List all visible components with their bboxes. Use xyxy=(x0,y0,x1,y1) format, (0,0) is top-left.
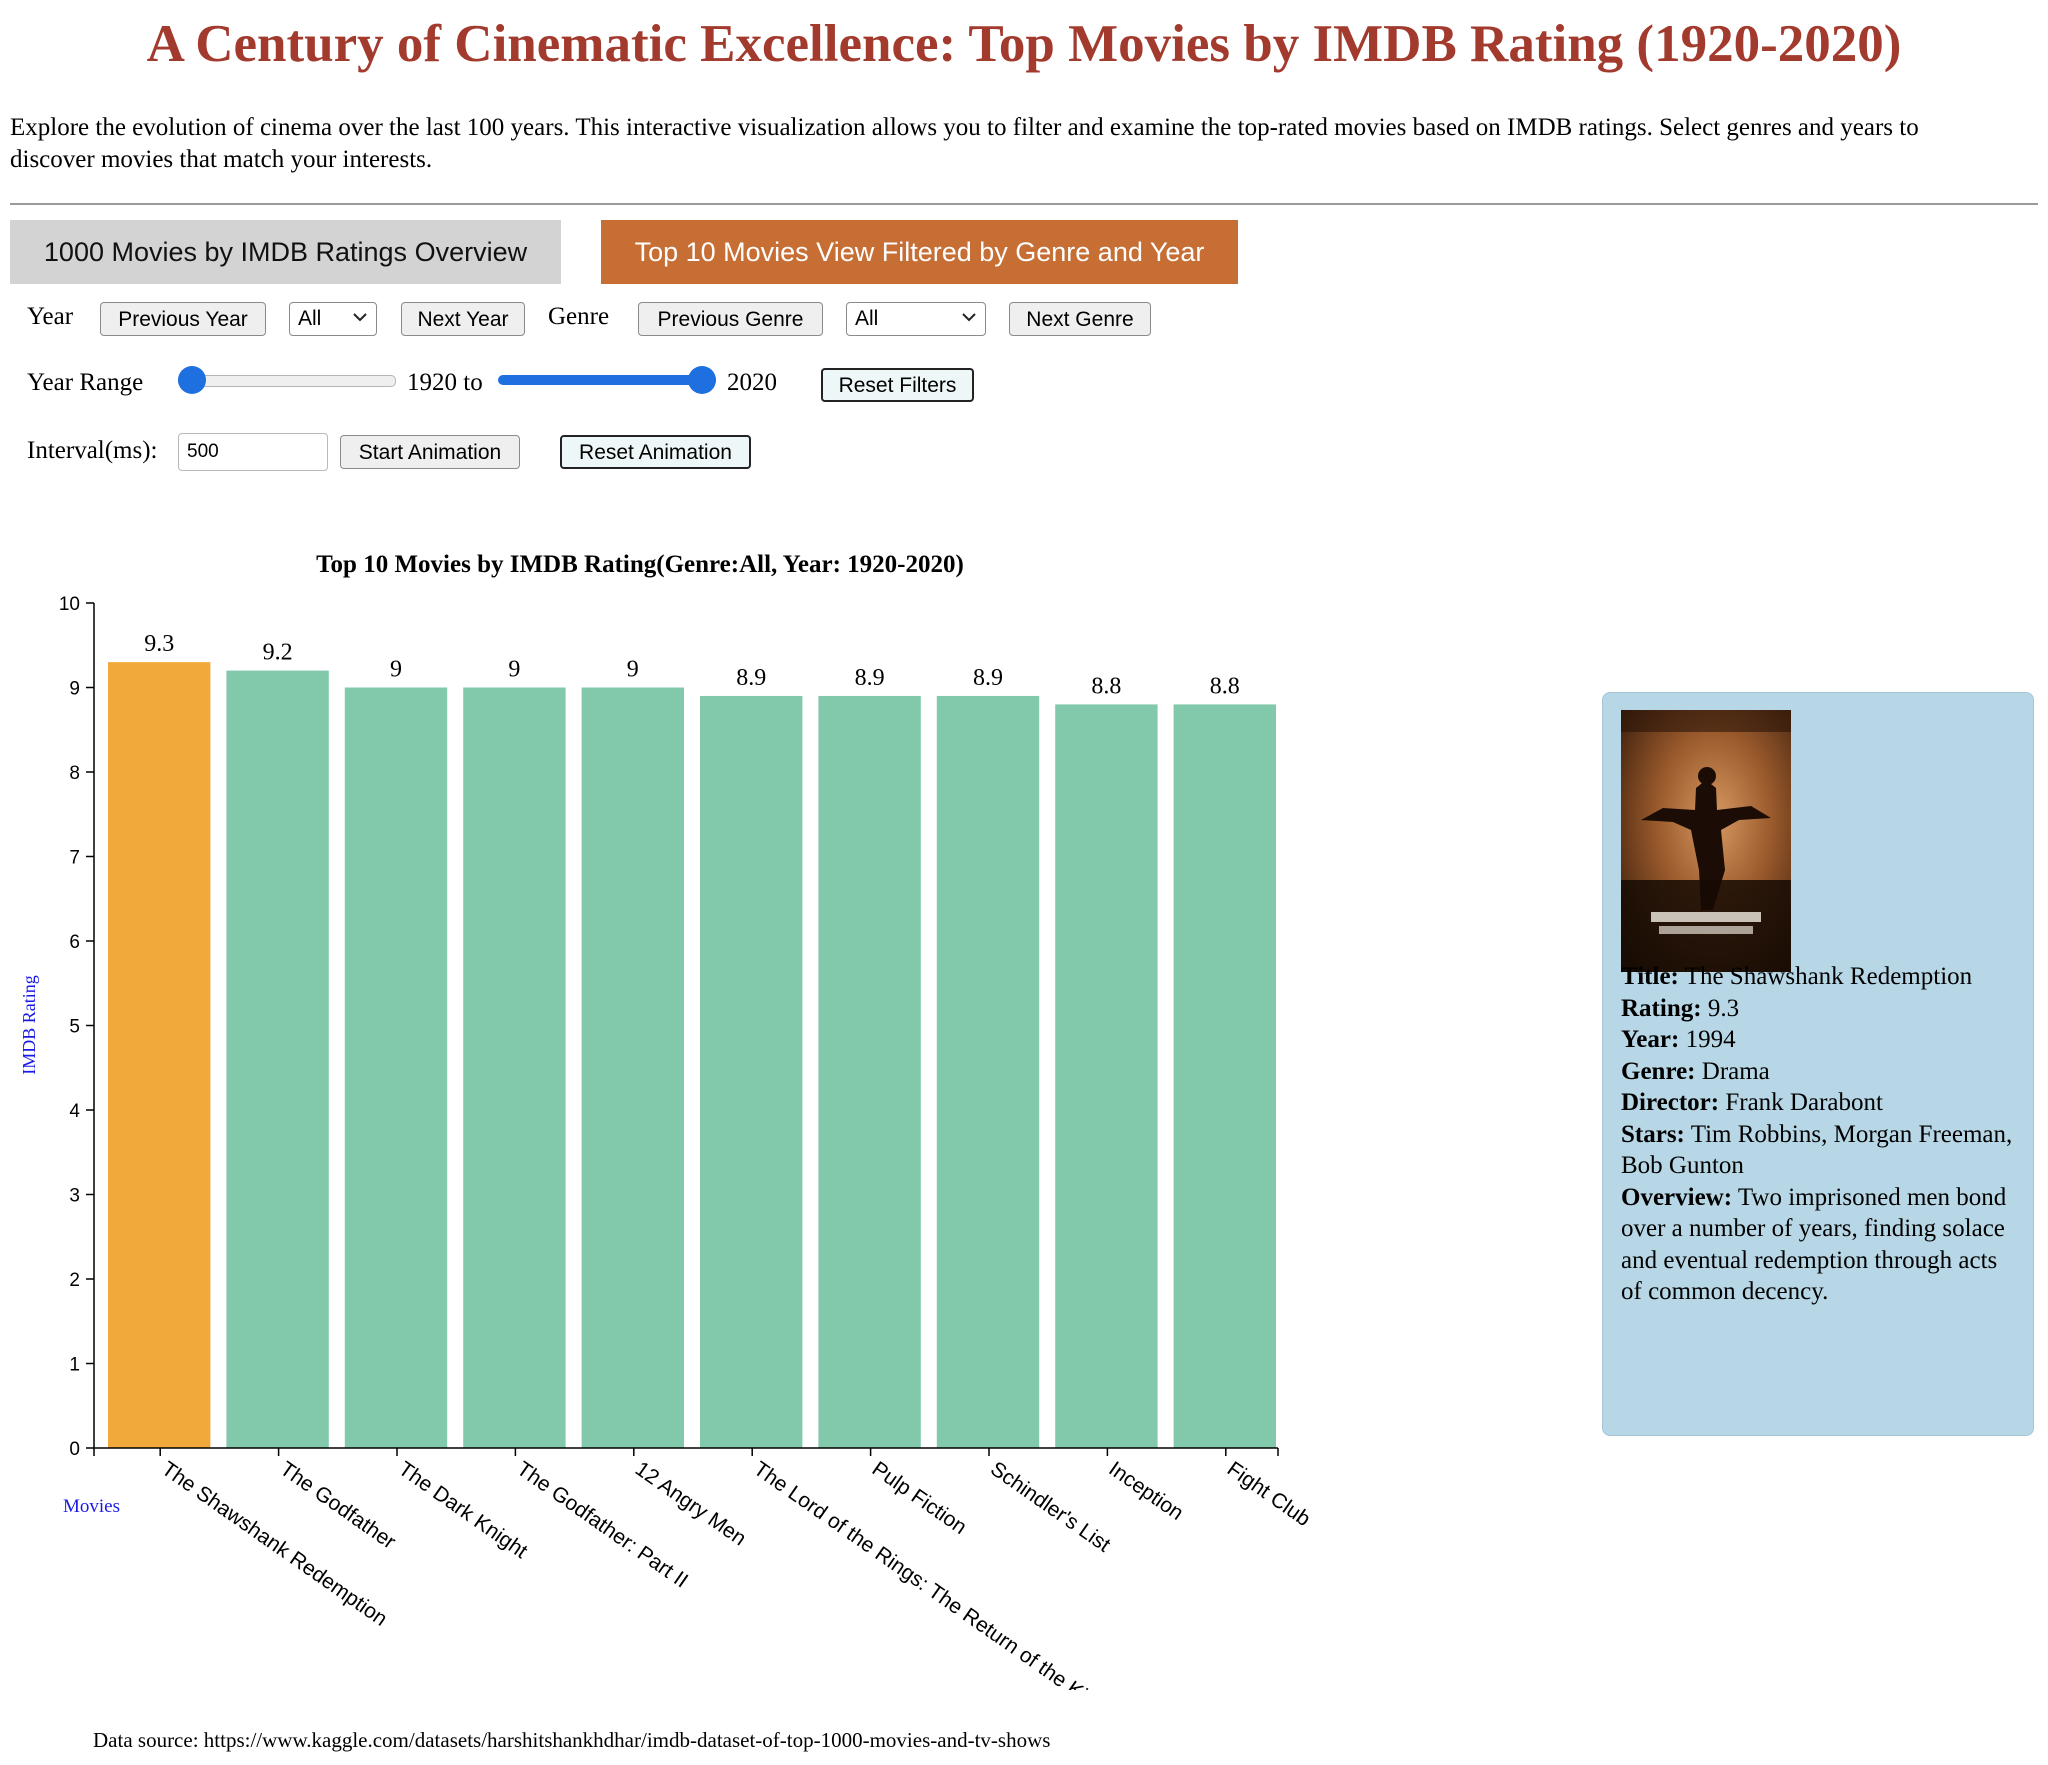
x-tick-label: Inception xyxy=(1105,1457,1188,1525)
y-tick-label: 4 xyxy=(69,1101,80,1122)
start-animation-button[interactable]: Start Animation xyxy=(340,435,520,469)
previous-year-button[interactable]: Previous Year xyxy=(100,302,266,336)
bar-value-label: 9 xyxy=(390,657,402,683)
detail-stars: Tim Robbins, Morgan Freeman, Bob Gunton xyxy=(1621,1120,2013,1180)
bar-value-label: 9.3 xyxy=(144,631,174,657)
bar xyxy=(700,695,803,1448)
detail-overview-label: Overview: xyxy=(1621,1183,1733,1211)
slider-handle[interactable] xyxy=(178,366,206,394)
detail-rating: 9.3 xyxy=(1707,994,1740,1022)
x-tick-label: 12 Angry Men xyxy=(631,1457,750,1550)
y-tick-label: 2 xyxy=(69,1270,80,1291)
x-tick-label: Schindler's List xyxy=(986,1457,1114,1557)
y-tick-label: 5 xyxy=(69,1017,80,1038)
bar xyxy=(818,695,921,1448)
y-tick-label: 10 xyxy=(59,594,80,615)
y-tick-label: 7 xyxy=(69,848,80,869)
slider-track xyxy=(178,375,396,387)
year-select-value: All xyxy=(298,307,322,330)
bar xyxy=(1173,704,1276,1448)
bar-value-label: 9 xyxy=(508,657,520,683)
y-tick-label: 3 xyxy=(69,1186,80,1207)
movie-poster xyxy=(1621,710,1791,972)
chevron-down-icon xyxy=(353,313,367,322)
bar xyxy=(344,687,448,1448)
x-tick-label: The Dark Knight xyxy=(394,1457,532,1563)
bar-value-label: 9.2 xyxy=(263,640,293,666)
bar-value-label: 8.9 xyxy=(855,665,885,691)
movie-details: Title: The Shawshank Redemption Rating: … xyxy=(1621,961,2021,1308)
page-title: A Century of Cinematic Excellence: Top M… xyxy=(146,15,1902,73)
chevron-down-icon xyxy=(962,313,976,322)
slider-track xyxy=(498,375,716,385)
previous-genre-button[interactable]: Previous Genre xyxy=(638,302,823,336)
detail-genre: Drama xyxy=(1701,1057,1770,1085)
bar-value-label: 8.9 xyxy=(973,665,1003,691)
next-genre-button[interactable]: Next Genre xyxy=(1009,302,1151,336)
detail-stars-label: Stars: xyxy=(1621,1120,1685,1148)
y-axis-label: IMDB Rating xyxy=(19,975,39,1075)
x-tick-label: Pulp Fiction xyxy=(868,1457,971,1539)
interval-input[interactable]: 500 xyxy=(178,433,328,471)
year-label: Year xyxy=(27,303,74,330)
year-range-start-slider[interactable] xyxy=(178,366,396,394)
tab-overview[interactable]: 1000 Movies by IMDB Ratings Overview xyxy=(10,220,561,284)
genre-select-value: All xyxy=(855,307,879,330)
bar xyxy=(581,687,684,1448)
detail-director-label: Director: xyxy=(1621,1089,1720,1116)
interval-label: Interval(ms): xyxy=(27,437,158,464)
next-year-button[interactable]: Next Year xyxy=(401,302,525,336)
y-tick-label: 9 xyxy=(69,679,80,700)
genre-select[interactable]: All xyxy=(846,302,986,336)
bar xyxy=(936,695,1040,1448)
chart-title: Top 10 Movies by IMDB Rating(Genre:All, … xyxy=(316,551,964,578)
detail-overview: Two imprisoned men bond over a number of… xyxy=(1621,1183,2007,1306)
genre-label: Genre xyxy=(548,303,610,330)
bar-value-label: 8.8 xyxy=(1210,673,1240,699)
intro-text: Explore the evolution of cinema over the… xyxy=(10,114,1919,173)
bar-chart: Top 10 Movies by IMDB Rating(Genre:All, … xyxy=(19,551,1315,1690)
bar-value-label: 8.8 xyxy=(1091,673,1121,699)
detail-title: The Shawshank Redemption xyxy=(1684,963,1973,990)
slider-handle[interactable] xyxy=(688,366,716,394)
detail-year-label: Year: xyxy=(1621,1026,1680,1053)
y-tick-label: 6 xyxy=(69,932,80,953)
movie-details-panel: Title: The Shawshank Redemption Rating: … xyxy=(1602,692,2034,1436)
reset-filters-button[interactable]: Reset Filters xyxy=(821,368,974,402)
year-select[interactable]: All xyxy=(289,302,377,336)
data-source-note: Data source: https://www.kaggle.com/data… xyxy=(93,1728,1051,1752)
year-range-end-slider[interactable] xyxy=(498,366,716,394)
bar-value-label: 9 xyxy=(627,657,639,683)
bar-value-label: 8.9 xyxy=(736,665,766,691)
y-tick-label: 0 xyxy=(69,1439,80,1460)
x-tick-label: Fight Club xyxy=(1223,1457,1315,1531)
divider xyxy=(10,203,2038,205)
x-tick-label: The Godfather xyxy=(276,1457,400,1554)
tab-top10[interactable]: Top 10 Movies View Filtered by Genre and… xyxy=(601,220,1238,284)
year-range-end-text: 2020 xyxy=(727,369,777,396)
x-axis-label: Movies xyxy=(63,1496,120,1517)
x-tick-label: The Shawshank Redemption xyxy=(157,1457,391,1631)
detail-year: 1994 xyxy=(1685,1026,1736,1053)
reset-animation-button[interactable]: Reset Animation xyxy=(560,435,751,469)
y-tick-label: 1 xyxy=(69,1355,80,1376)
bar xyxy=(226,670,329,1448)
detail-title-label: Title: xyxy=(1621,963,1679,990)
detail-director: Frank Darabont xyxy=(1725,1089,1883,1116)
year-range-label: Year Range xyxy=(27,369,144,396)
y-tick-label: 8 xyxy=(69,763,80,784)
bar xyxy=(1055,704,1158,1448)
bar xyxy=(463,687,566,1448)
detail-rating-label: Rating: xyxy=(1621,994,1702,1022)
detail-genre-label: Genre: xyxy=(1621,1057,1696,1085)
year-range-start-text: 1920 to xyxy=(407,369,483,396)
bar xyxy=(108,662,211,1448)
